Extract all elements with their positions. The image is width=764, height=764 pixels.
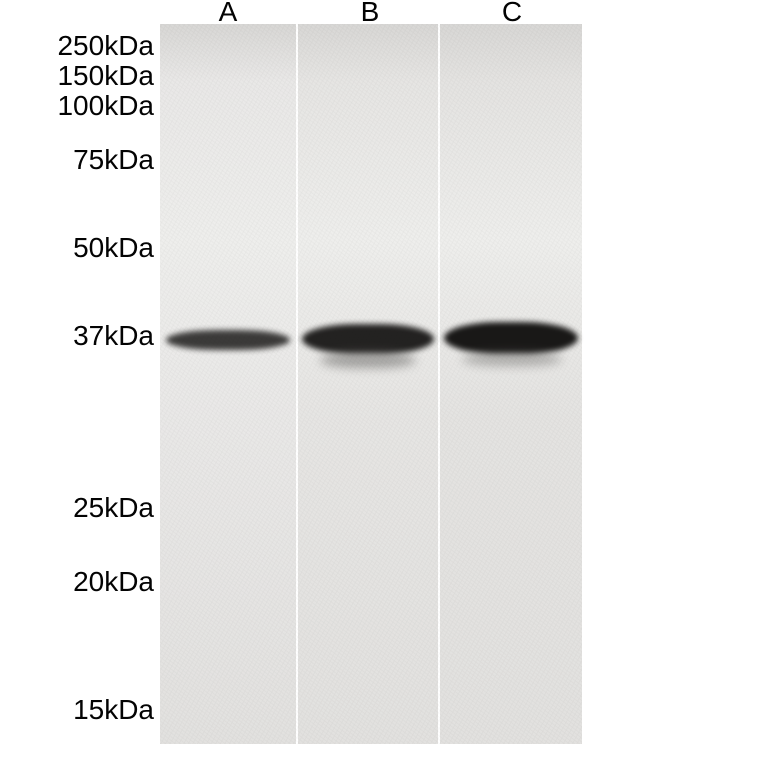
lane-label-a: A <box>219 0 238 28</box>
mw-marker-label: 100kDa <box>4 90 154 122</box>
lane-a <box>160 24 296 744</box>
lane-separator <box>296 24 298 744</box>
lane-background <box>160 24 296 744</box>
lane-label-b: B <box>361 0 380 28</box>
mw-marker-label: 250kDa <box>4 30 154 62</box>
lane-background <box>440 24 582 744</box>
lane-c <box>440 24 582 744</box>
mw-marker-label: 20kDa <box>4 566 154 598</box>
mw-marker-label: 25kDa <box>4 492 154 524</box>
blot-membrane-area <box>160 24 582 744</box>
lane-separator <box>438 24 440 744</box>
mw-marker-label: 50kDa <box>4 232 154 264</box>
lane-b <box>298 24 438 744</box>
protein-band-lane-a <box>166 330 290 350</box>
protein-band-lane-c <box>462 352 562 366</box>
protein-band-lane-b <box>302 324 434 354</box>
lane-label-c: C <box>502 0 522 28</box>
mw-marker-label: 37kDa <box>4 320 154 352</box>
mw-marker-label: 15kDa <box>4 694 154 726</box>
protein-band-lane-b <box>320 352 416 368</box>
mw-marker-label: 150kDa <box>4 60 154 92</box>
western-blot-figure: A B C 250kDa150kDa100kDa 75kDa 50kDa 37kDa 25kD… <box>0 0 764 764</box>
protein-band-lane-c <box>444 322 578 354</box>
lane-background <box>298 24 438 744</box>
mw-marker-label: 75kDa <box>4 144 154 176</box>
